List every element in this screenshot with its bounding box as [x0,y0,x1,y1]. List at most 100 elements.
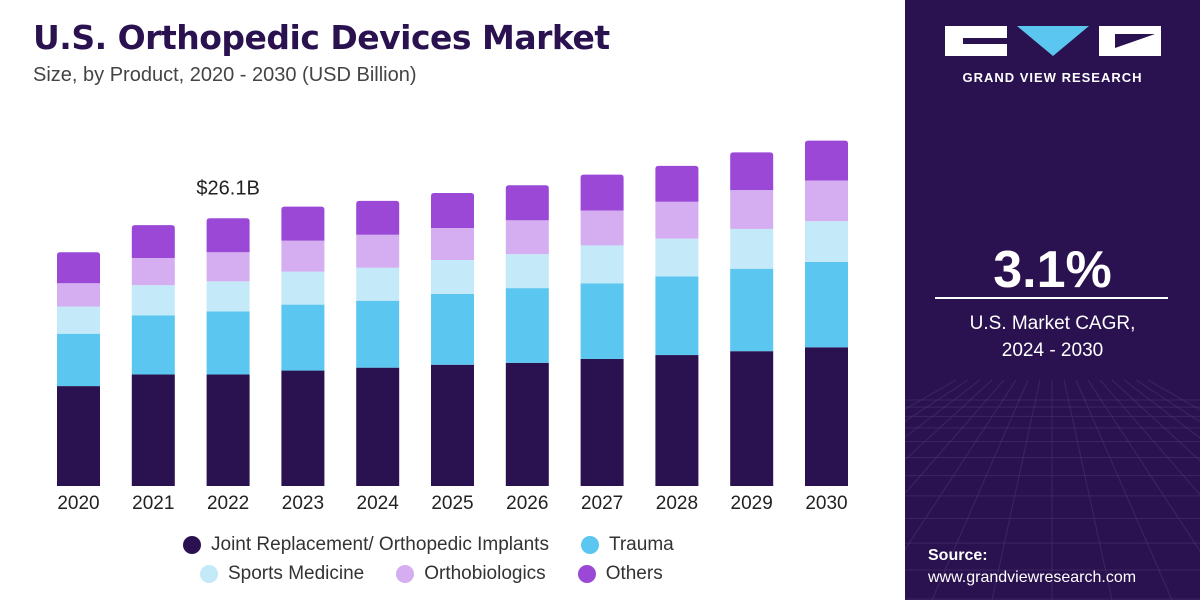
legend-label: Trauma [608,534,674,555]
data-label: $26.1B [196,177,259,199]
bar-segment [730,268,774,352]
legend-label: Sports Medicine [228,563,365,584]
legend-item: Trauma [580,534,674,556]
x-tick-label: 2029 [731,493,773,514]
grid-line [1111,379,1200,462]
bar-segment [356,300,400,368]
legend-label: Others [605,563,663,584]
grid-line [1099,379,1200,496]
bar-segment [431,193,474,228]
source-url[interactable]: www.grandviewresearch.com [928,569,1137,586]
bar-segment [281,370,325,486]
legend-row: Joint Replacement/ Orthopedic Implants Tr… [183,534,706,556]
x-tick-label: 2021 [132,493,174,514]
bar-segment [281,271,325,305]
x-tick-label: 2025 [431,493,473,514]
bar-segment [505,185,549,221]
bar-segment [505,362,549,486]
bar-segment [505,220,549,255]
x-tick-label: 2027 [581,493,623,514]
bar-segment [655,276,699,356]
legend-swatch [396,565,415,583]
brand-logo: GRAND VIEW RESEARCH [945,22,1161,85]
bar-segment [655,201,699,239]
bar-segment [505,288,549,363]
grid-line [905,379,969,422]
divider [935,297,1168,299]
bar-segment [580,174,624,211]
bar-segment [131,258,175,286]
bar-segment [206,218,250,253]
bar-segment [57,333,100,387]
legend-item: Others [577,563,663,585]
bar-segment [431,364,474,486]
bar-segment [206,374,250,486]
grid-line [991,379,1041,600]
bar-segment [730,228,774,269]
x-tick-label: 2028 [656,493,698,514]
bar-segment [131,374,175,486]
bar-segment [730,190,774,229]
bar-segment [131,315,175,375]
grid-line [1147,379,1200,411]
bar-segment [131,225,175,259]
grid-line [1135,379,1200,423]
bar-segment [206,311,250,375]
chart-panel: U.S. Orthopedic Devices Market Size, by … [33,18,848,585]
brand-name: GRAND VIEW RESEARCH [962,70,1143,85]
bar-segment [281,240,325,272]
legend-item: Joint Replacement/ Orthopedic Implants [183,534,549,556]
x-tick-label: 2020 [57,493,99,514]
bar-segment [206,252,250,282]
bar-segment [805,261,848,348]
grid-line [905,379,993,461]
legend-swatch [580,536,599,554]
info-sidebar: GRAND VIEW RESEARCH 3.1% U.S. Market CAG… [905,0,1200,600]
bar-segment [356,267,400,301]
source-note: Source: www.grandviewresearch.com [928,545,1136,589]
bar-segment [580,245,624,284]
grid-line [1087,379,1200,553]
bar-segment [57,386,100,486]
cagr-value: 3.1% [993,241,1112,299]
bar-segment [431,293,474,365]
legend-label: Joint Replacement/ Orthopedic Implants [211,534,549,555]
bar-segment [655,355,699,486]
grid-line [1063,379,1113,600]
bar-segment [57,306,100,334]
legend-swatch [183,536,201,554]
grid-line [905,379,1005,495]
grid-line [931,379,1029,600]
x-tick-label: 2023 [282,493,324,514]
bar-segment [730,152,774,191]
bar-segment [805,221,848,262]
bar-segment [580,210,624,246]
stacked-bar-chart: 2020 2021 2022 2023 2024 2025 2026 2027 2028 2029… [57,140,848,514]
source-title: Source: [928,547,988,564]
x-tick-label: 2022 [207,493,249,514]
bar-segment [356,367,400,486]
bar-segment [57,283,100,307]
bar-segment [356,200,400,235]
bar-segment [730,351,774,486]
cagr-label-line1: U.S. Market CAGR, [969,313,1136,334]
cagr-label: U.S. Market CAGR, 2024 - 2030 [905,310,1200,364]
bar-segment [131,285,175,316]
grid-decoration [905,379,1200,600]
bar-segment [356,234,400,268]
bar-segment [580,283,624,359]
legend-swatch [577,565,596,583]
bar-segment [655,165,699,202]
x-tick-label: 2024 [357,493,400,514]
bar-segment [655,238,699,277]
bar-segment [431,227,474,260]
legend-row: Sports Medicine Orthobiologics Others [200,563,695,585]
grid-line [1123,379,1200,439]
grid-line [905,379,981,438]
page-title: U.S. Orthopedic Devices Market [33,18,610,57]
legend-label: Orthobiologics [424,563,546,584]
grid-line [1075,379,1173,600]
bar-segment [805,140,848,181]
bar-segment [281,304,325,371]
bar-segment [505,254,549,289]
